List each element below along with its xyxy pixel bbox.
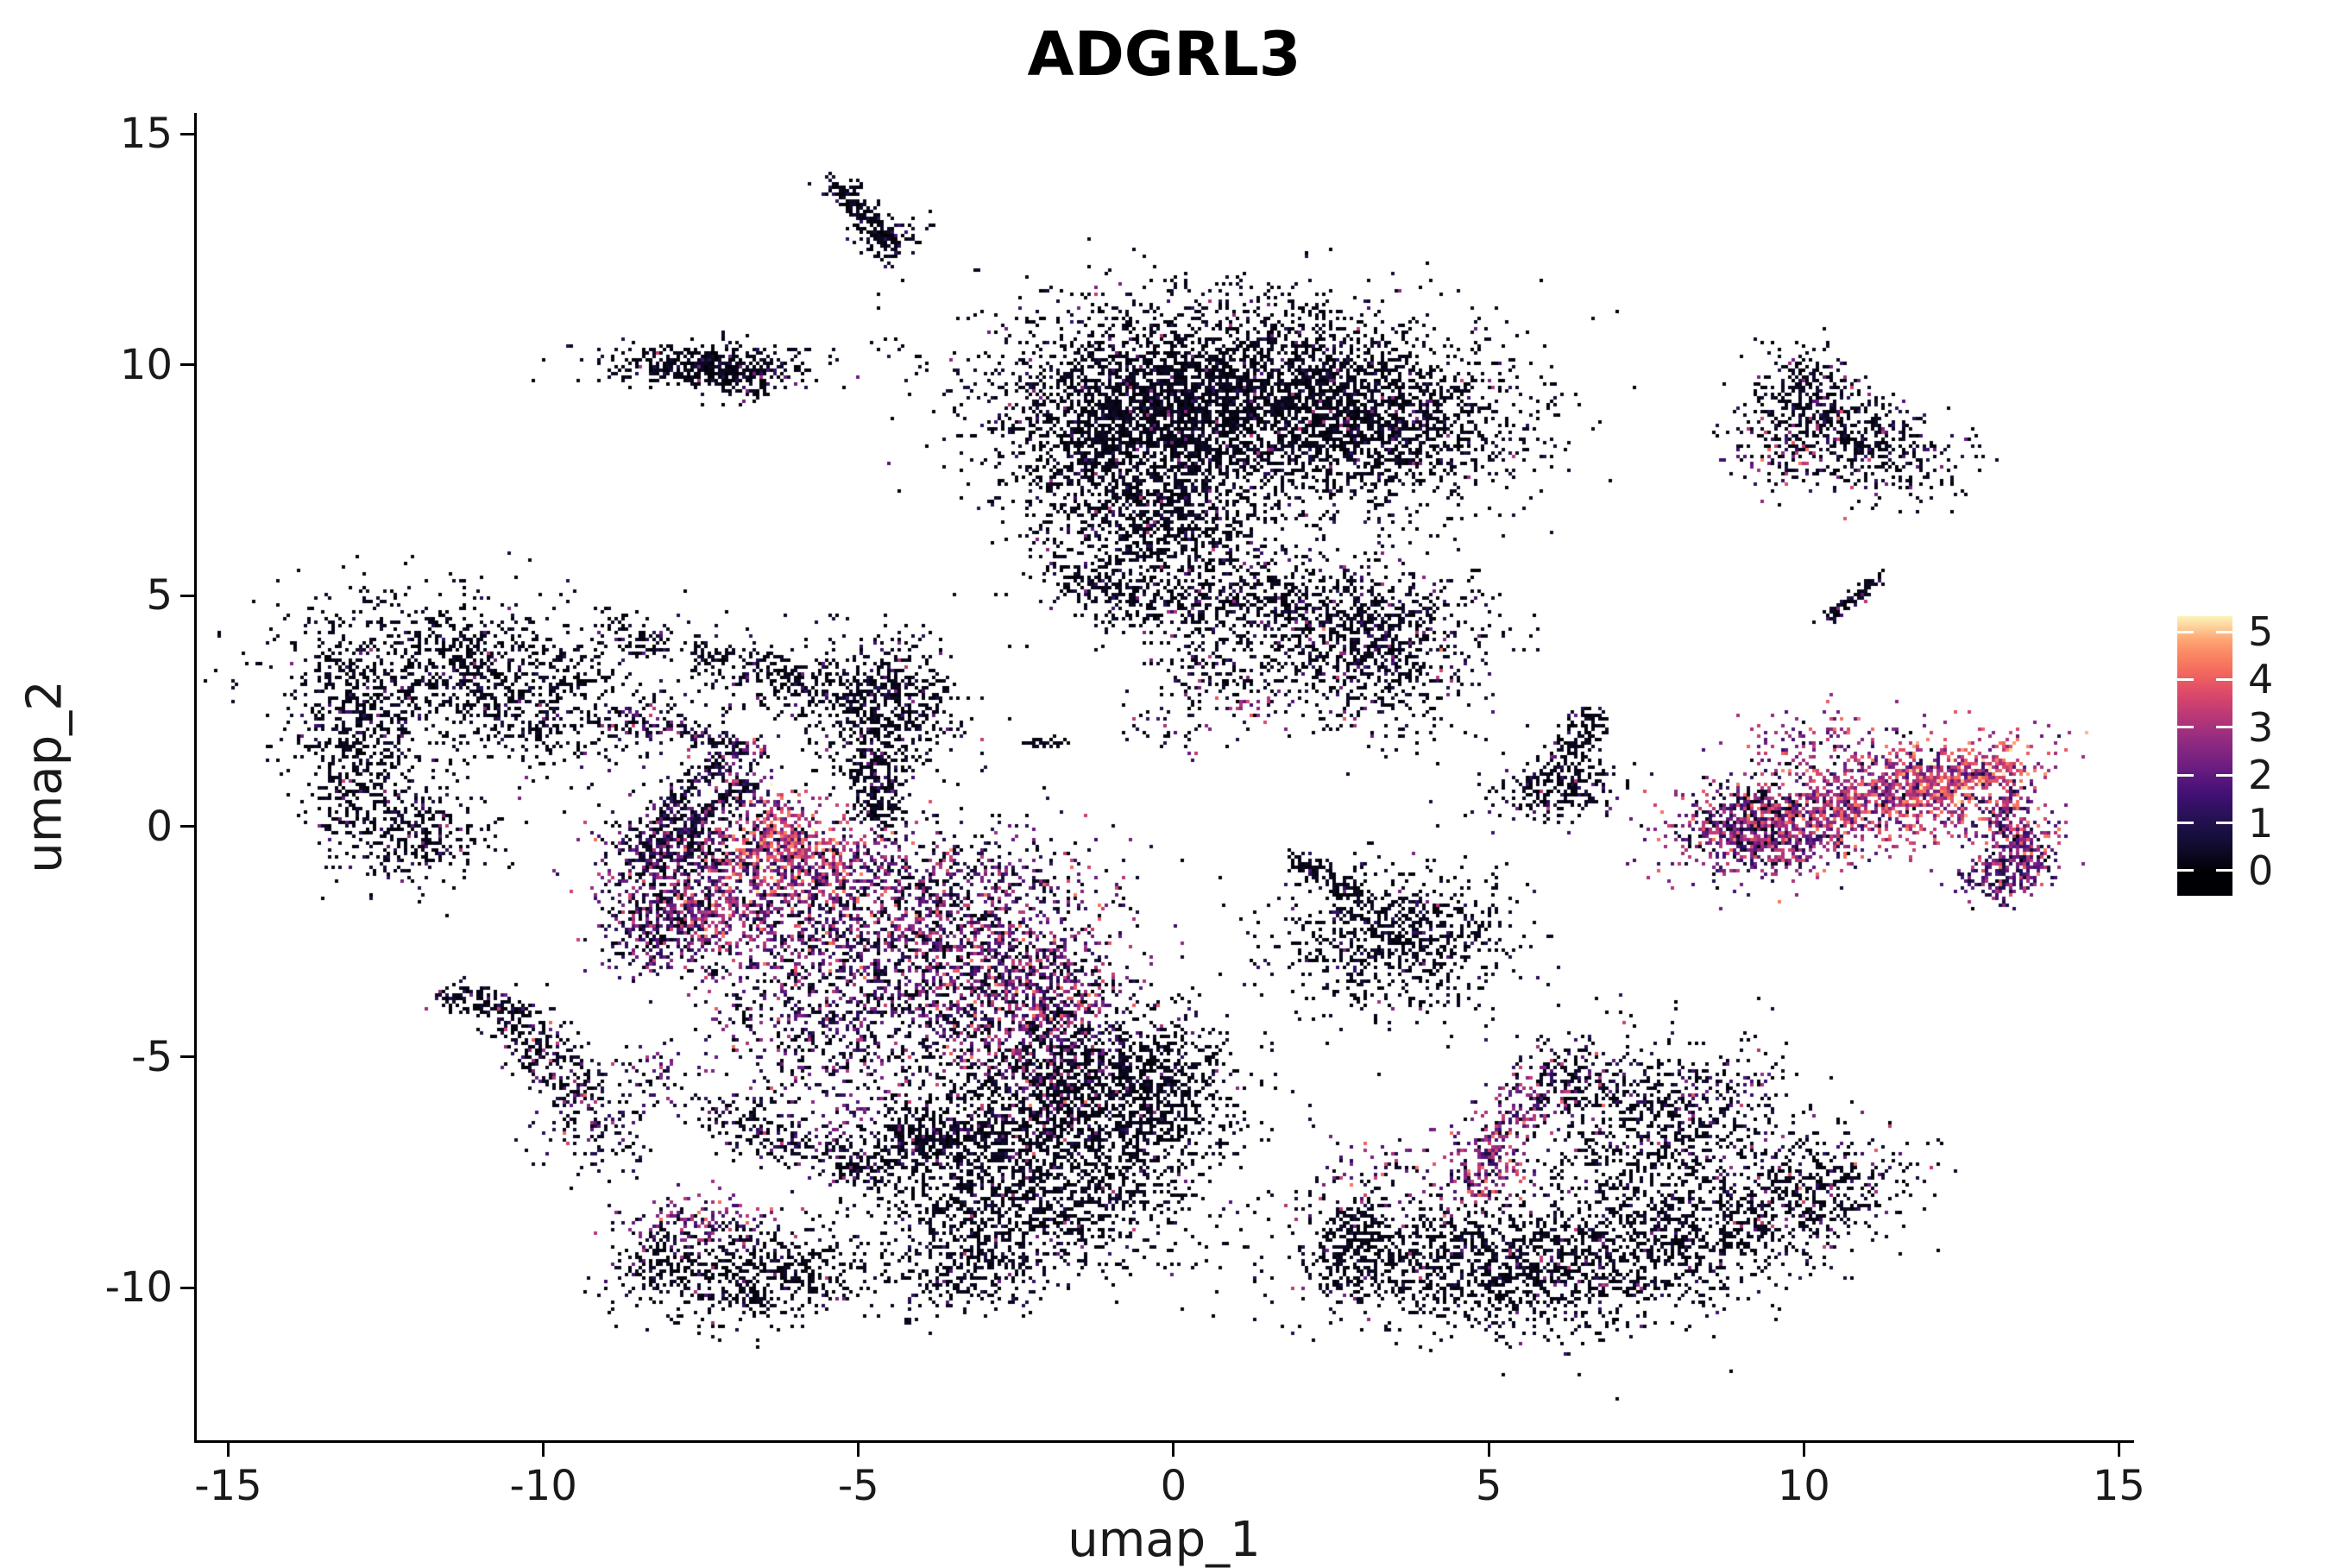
x-tick-mark	[1802, 1443, 1805, 1457]
y-tick-label: 10	[119, 340, 173, 389]
plot-area	[197, 113, 2132, 1440]
colorbar-tick-label: 2	[2248, 752, 2274, 799]
y-tick-label: -10	[104, 1263, 173, 1313]
x-axis-line	[194, 1440, 2134, 1443]
x-axis-title: umap_1	[1067, 1512, 1261, 1568]
colorbar-tick-label: 5	[2248, 608, 2274, 655]
y-axis-title: umap_2	[16, 680, 73, 873]
colorbar-tick-mark	[2216, 630, 2232, 633]
y-tick-mark	[180, 825, 194, 828]
colorbar-tick-mark	[2216, 726, 2232, 729]
colorbar-tick-mark	[2177, 773, 2194, 777]
colorbar	[2177, 616, 2232, 896]
x-tick-label: 0	[1160, 1462, 1187, 1510]
x-tick-mark	[1487, 1443, 1490, 1457]
x-tick-mark	[2117, 1443, 2120, 1457]
x-tick-mark	[1172, 1443, 1175, 1457]
chart-title: ADGRL3	[1027, 19, 1301, 90]
colorbar-tick-label: 0	[2248, 847, 2274, 894]
colorbar-tick-mark	[2216, 822, 2232, 825]
x-tick-label: -15	[194, 1462, 262, 1510]
y-tick-label: 5	[146, 571, 173, 620]
colorbar-tick-mark	[2177, 869, 2194, 872]
colorbar-tick-mark	[2216, 677, 2232, 681]
colorbar-tick-mark	[2216, 869, 2232, 872]
colorbar-tick-mark	[2177, 822, 2194, 825]
colorbar-tick-mark	[2177, 630, 2194, 633]
y-tick-mark	[180, 1055, 194, 1059]
x-tick-label: 10	[1777, 1462, 1830, 1510]
y-tick-mark	[180, 363, 194, 367]
y-tick-mark	[180, 1286, 194, 1289]
colorbar-tick-mark	[2177, 677, 2194, 681]
x-tick-label: -10	[509, 1462, 577, 1510]
x-tick-mark	[542, 1443, 545, 1457]
colorbar-tick-label: 3	[2248, 703, 2274, 751]
colorbar-gradient	[2177, 616, 2232, 896]
colorbar-tick-mark	[2216, 773, 2232, 777]
x-tick-label: 15	[2092, 1462, 2145, 1510]
y-tick-mark	[180, 132, 194, 135]
y-axis-line	[194, 113, 197, 1443]
scatter-canvas	[197, 113, 2132, 1440]
x-tick-mark	[227, 1443, 230, 1457]
colorbar-tick-label: 1	[2248, 799, 2274, 847]
y-tick-label: 15	[119, 110, 173, 159]
colorbar-tick-mark	[2177, 726, 2194, 729]
y-tick-label: -5	[131, 1032, 173, 1081]
x-tick-label: -5	[837, 1462, 879, 1510]
colorbar-tick-label: 4	[2248, 656, 2274, 703]
y-tick-mark	[180, 594, 194, 597]
x-tick-label: 5	[1475, 1462, 1502, 1510]
y-tick-label: 0	[146, 802, 173, 851]
x-tick-mark	[857, 1443, 860, 1457]
